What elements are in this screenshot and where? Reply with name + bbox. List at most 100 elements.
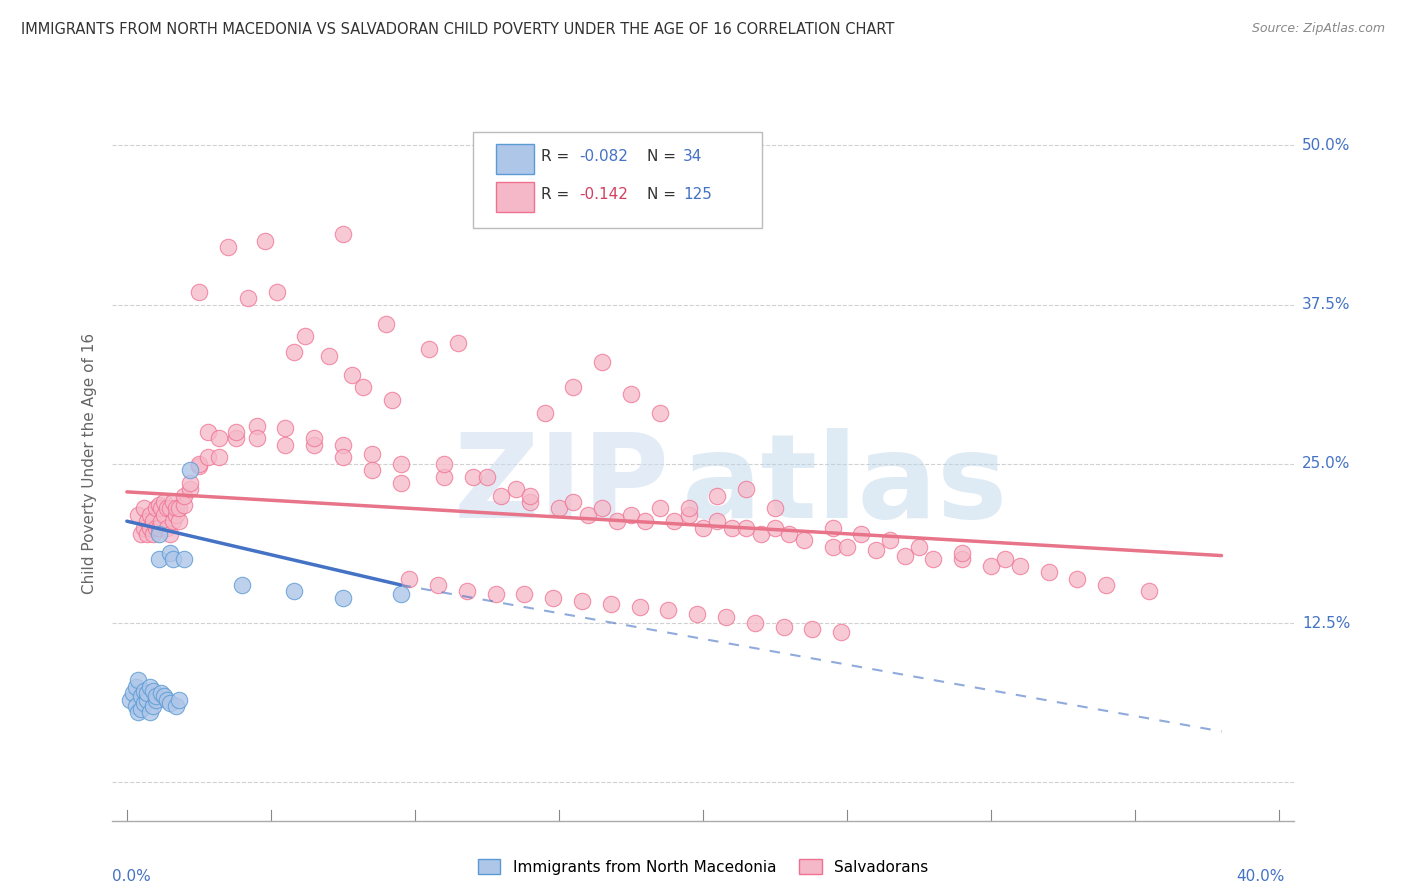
Point: [156, 501, 179, 516]
Point: [648, 501, 671, 516]
Text: atlas: atlas: [682, 428, 1008, 542]
Point: [908, 540, 931, 554]
Point: [447, 335, 470, 350]
Point: [145, 692, 167, 706]
Text: -0.142: -0.142: [579, 187, 628, 202]
Point: [389, 475, 412, 490]
Point: [167, 692, 190, 706]
Text: N =: N =: [648, 187, 682, 202]
Point: [150, 501, 173, 516]
Text: 40.0%: 40.0%: [1236, 869, 1285, 884]
Point: [127, 706, 149, 720]
Point: [173, 498, 195, 512]
Point: [153, 495, 176, 509]
Point: [360, 447, 382, 461]
Point: [139, 706, 162, 720]
Point: [821, 520, 844, 534]
Point: [150, 514, 173, 528]
Point: [124, 698, 146, 713]
Point: [433, 457, 456, 471]
Text: 50.0%: 50.0%: [1302, 137, 1351, 153]
Point: [352, 380, 374, 394]
Point: [678, 508, 700, 522]
Point: [165, 698, 187, 713]
Point: [793, 533, 815, 548]
Point: [628, 599, 651, 614]
Point: [134, 520, 156, 534]
Point: [208, 450, 231, 465]
Point: [274, 438, 297, 452]
Point: [398, 572, 420, 586]
Point: [893, 549, 915, 563]
Point: [148, 498, 170, 512]
Point: [418, 342, 440, 356]
Point: [1095, 578, 1118, 592]
Point: [692, 520, 714, 534]
Point: [562, 495, 585, 509]
Point: [162, 552, 184, 566]
FancyBboxPatch shape: [496, 145, 534, 174]
Point: [318, 349, 340, 363]
FancyBboxPatch shape: [472, 132, 762, 228]
Point: [148, 520, 170, 534]
Point: [657, 603, 679, 617]
Point: [156, 520, 179, 534]
Point: [136, 686, 159, 700]
Point: [778, 527, 800, 541]
Point: [167, 514, 190, 528]
Point: [706, 489, 728, 503]
Text: 0.0%: 0.0%: [112, 869, 152, 884]
Text: IMMIGRANTS FROM NORTH MACEDONIA VS SALVADORAN CHILD POVERTY UNDER THE AGE OF 16 : IMMIGRANTS FROM NORTH MACEDONIA VS SALVA…: [21, 22, 894, 37]
Point: [142, 698, 165, 713]
Point: [118, 692, 141, 706]
Point: [922, 552, 945, 566]
Text: ZIP: ZIP: [453, 428, 669, 542]
Point: [591, 355, 613, 369]
Point: [139, 508, 162, 522]
Point: [851, 527, 873, 541]
Point: [835, 540, 858, 554]
Point: [606, 514, 628, 528]
Point: [145, 520, 167, 534]
Point: [245, 418, 267, 433]
Point: [461, 469, 484, 483]
Legend: Immigrants from North Macedonia, Salvadorans: Immigrants from North Macedonia, Salvado…: [471, 853, 935, 880]
Point: [720, 520, 742, 534]
Point: [389, 457, 412, 471]
Point: [548, 501, 571, 516]
Text: 12.5%: 12.5%: [1302, 615, 1351, 631]
Point: [749, 527, 772, 541]
Point: [664, 514, 686, 528]
Point: [159, 697, 181, 711]
Point: [1139, 584, 1161, 599]
Point: [121, 686, 143, 700]
Point: [302, 438, 325, 452]
Point: [576, 508, 599, 522]
Point: [231, 578, 253, 592]
Point: [274, 421, 297, 435]
Point: [159, 546, 181, 560]
Point: [162, 495, 184, 509]
Point: [208, 431, 231, 445]
Point: [735, 483, 758, 497]
Point: [678, 501, 700, 516]
Point: [225, 425, 247, 439]
Point: [634, 514, 657, 528]
Point: [302, 431, 325, 445]
Point: [332, 438, 354, 452]
Point: [571, 594, 593, 608]
Point: [427, 578, 450, 592]
Point: [620, 386, 643, 401]
Point: [129, 527, 152, 541]
Point: [142, 527, 165, 541]
Text: 37.5%: 37.5%: [1302, 297, 1351, 312]
Point: [127, 508, 149, 522]
Point: [139, 680, 162, 694]
Point: [136, 692, 159, 706]
Point: [375, 317, 398, 331]
Point: [294, 329, 316, 343]
Point: [197, 425, 219, 439]
Point: [153, 508, 176, 522]
Point: [648, 406, 671, 420]
Point: [950, 552, 973, 566]
